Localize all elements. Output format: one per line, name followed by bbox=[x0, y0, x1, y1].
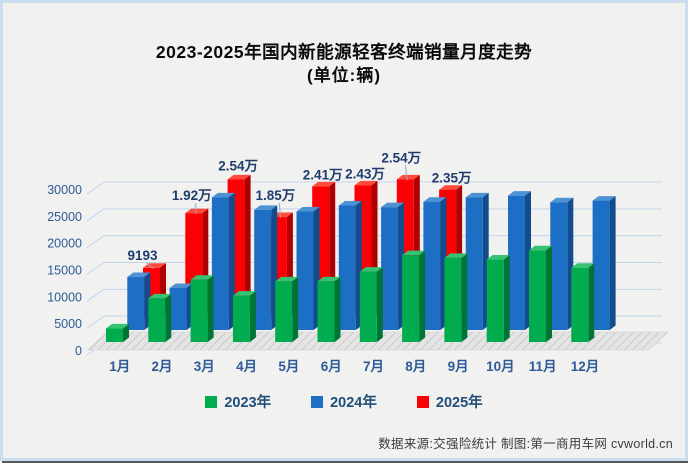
data-label-leader bbox=[278, 202, 281, 219]
data-label-6月: 2.43万 bbox=[345, 166, 385, 181]
x-axis-label: 1月 bbox=[109, 359, 130, 374]
bar-2024年-12月 bbox=[592, 196, 616, 330]
chart-title-line2: (单位:辆) bbox=[307, 66, 381, 85]
bar-2023年-5月 bbox=[275, 276, 299, 342]
bar-2024年-5月 bbox=[296, 207, 320, 330]
legend-swatch-2025 bbox=[416, 395, 429, 408]
data-label-5月: 2.41万 bbox=[303, 167, 343, 182]
legend-label-2025: 2025年 bbox=[435, 395, 483, 411]
bar-2024年-4月 bbox=[254, 205, 278, 330]
data-label-leader bbox=[146, 262, 154, 270]
data-label-leader bbox=[404, 165, 408, 181]
bar-2023年-9月 bbox=[444, 253, 468, 342]
data-label-7月: 2.54万 bbox=[381, 150, 421, 165]
data-label-8月: 2.35万 bbox=[432, 171, 472, 186]
x-axis-label: 6月 bbox=[321, 359, 342, 374]
x-axis-label: 5月 bbox=[278, 359, 299, 374]
x-axis-label: 10月 bbox=[486, 359, 515, 374]
x-axis-label: 7月 bbox=[363, 359, 384, 374]
bar-2024年-2月 bbox=[169, 283, 193, 330]
bar-2024年-8月 bbox=[423, 197, 447, 330]
y-axis-label: 15000 bbox=[47, 263, 82, 277]
chart-title: 2023-2025年国内新能源轻客终端销量月度走势 (单位:辆) bbox=[3, 41, 685, 87]
y-axis-label: 0 bbox=[75, 344, 82, 358]
bar-2023年-6月 bbox=[317, 276, 341, 342]
legend-swatch-2023 bbox=[205, 395, 218, 408]
bar-2024年-10月 bbox=[508, 191, 531, 330]
bar-2023年-7月 bbox=[359, 267, 383, 342]
data-label-1月: 9193 bbox=[127, 248, 158, 263]
x-axis-label: 8月 bbox=[405, 359, 426, 374]
bar-2023年-12月 bbox=[571, 263, 595, 342]
bar-2023年-8月 bbox=[402, 250, 426, 342]
legend-swatch-2024 bbox=[311, 395, 324, 408]
data-label-4月: 1.85万 bbox=[256, 188, 296, 203]
gridline-diagonal bbox=[86, 288, 105, 302]
y-axis-label: 30000 bbox=[47, 183, 82, 197]
gridline-diagonal bbox=[86, 235, 105, 249]
bar-2023年-3月 bbox=[190, 275, 214, 342]
bar-2023年-2月 bbox=[148, 293, 172, 342]
bar-2024年-11月 bbox=[550, 197, 574, 330]
bar-2024年-9月 bbox=[465, 192, 489, 330]
bar-2023年-1月 bbox=[106, 323, 129, 342]
y-axis-label: 5000 bbox=[54, 317, 82, 331]
x-axis-label: 9月 bbox=[448, 359, 469, 374]
data-label-2月: 1.92万 bbox=[172, 188, 212, 203]
gridline-diagonal bbox=[86, 262, 105, 275]
bar-2023年-11月 bbox=[529, 245, 552, 342]
x-axis-label: 11月 bbox=[529, 359, 557, 374]
gridline-diagonal bbox=[86, 208, 105, 222]
legend-item-2024: 2024年 bbox=[311, 391, 377, 412]
bar-2024年-1月 bbox=[127, 272, 151, 330]
source-credit: 数据来源:交强险统计 制图:第一商用车网 cvworld.cn bbox=[378, 437, 673, 451]
data-label-3月: 2.54万 bbox=[218, 158, 258, 173]
legend-label-2024: 2024年 bbox=[330, 395, 377, 411]
bar-2024年-3月 bbox=[211, 192, 235, 330]
legend-label-2023: 2023年 bbox=[224, 395, 272, 411]
gridline-diagonal bbox=[86, 181, 105, 195]
x-axis-label: 4月 bbox=[236, 359, 257, 374]
column-chart-canvas: 0 5000 10000 15000 20000 25000 30000 9193 1.92万 2… bbox=[47, 150, 669, 374]
x-axis-label: 12月 bbox=[571, 359, 600, 374]
chart-title-line1: 2023-2025年国内新能源轻客终端销量月度走势 bbox=[155, 42, 533, 62]
gridline-diagonal bbox=[86, 315, 105, 329]
y-axis-label: 20000 bbox=[47, 237, 82, 251]
x-axis-label: 2月 bbox=[151, 359, 172, 374]
x-axis-label: 3月 bbox=[194, 359, 215, 374]
legend-item-2025: 2025年 bbox=[416, 391, 483, 412]
bar-2023年-10月 bbox=[486, 255, 510, 342]
bar-2024年-7月 bbox=[381, 202, 405, 330]
y-axis-label: 25000 bbox=[47, 210, 82, 224]
y-axis-label: 10000 bbox=[47, 290, 82, 304]
bar-2024年-6月 bbox=[338, 201, 362, 330]
legend-item-2023: 2023年 bbox=[205, 391, 271, 412]
chart-legend: 2023年 2024年 2025年 bbox=[3, 391, 685, 412]
bar-2023年-4月 bbox=[232, 291, 256, 342]
